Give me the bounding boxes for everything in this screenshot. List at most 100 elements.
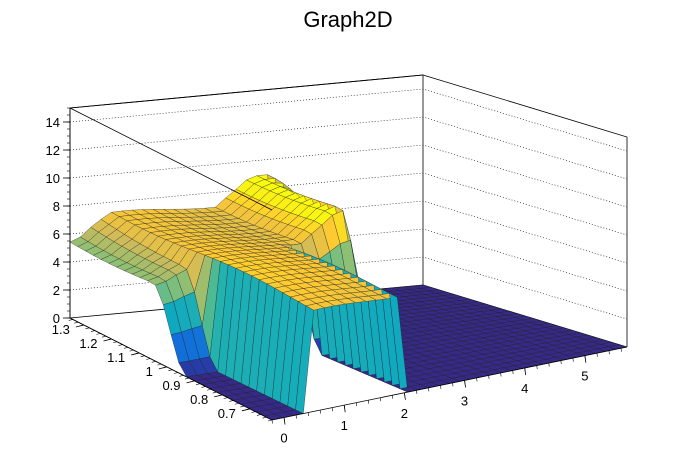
grid-line-z (69, 144, 628, 208)
y-minor-tick (101, 335, 107, 338)
y-minor-tick (140, 355, 145, 358)
x-minor-tick (608, 350, 610, 355)
x-minor-tick (548, 363, 550, 367)
x-tick-label: 3 (461, 393, 468, 408)
y-minor-tick (79, 324, 84, 327)
y-minor-tick (245, 408, 250, 411)
x-minor-tick (404, 392, 406, 397)
x-tick-label: 2 (401, 406, 408, 421)
x-minor-tick (367, 400, 370, 404)
x-minor-tick (271, 419, 273, 424)
x-minor-tick (380, 397, 382, 402)
y-minor-tick (256, 414, 262, 416)
y-minor-tick (96, 333, 101, 335)
z-tick-label: 10 (46, 171, 60, 186)
y-minor-tick (68, 319, 73, 321)
x-minor-tick (500, 372, 502, 377)
y-minor-tick (179, 374, 184, 377)
x-minor-tick (464, 380, 466, 384)
grid-line-z (69, 88, 628, 152)
y-tick-label: 0.7 (218, 406, 236, 421)
y-tick-label: 1 (146, 364, 153, 379)
x-minor-tick (355, 402, 358, 407)
x-tick-label: 4 (521, 381, 528, 396)
z-tick-label: 8 (53, 199, 60, 214)
y-minor-tick (157, 363, 162, 366)
z-tick-label: 14 (46, 115, 60, 130)
x-minor-tick (452, 382, 454, 387)
y-minor-tick (135, 352, 140, 355)
x-minor-tick (488, 375, 490, 380)
y-minor-tick (146, 358, 151, 360)
x-minor-tick (319, 410, 321, 414)
y-minor-tick (129, 349, 134, 352)
y-minor-tick (190, 380, 195, 383)
y-minor-tick (184, 377, 190, 380)
y-tick-label: 0.9 (162, 378, 180, 393)
y-minor-tick (218, 394, 223, 397)
top-left-edge (69, 107, 273, 211)
y-minor-tick (212, 391, 217, 394)
grid-line-z (69, 200, 628, 264)
y-minor-tick (240, 405, 245, 408)
grid-line-z (69, 172, 628, 236)
right-wall-frame (422, 74, 628, 347)
z-tick-label: 12 (46, 143, 60, 158)
x-minor-tick (416, 390, 418, 394)
x-minor-tick (307, 412, 309, 417)
x-minor-tick (584, 355, 586, 360)
y-minor-tick (223, 397, 228, 399)
y-minor-tick (112, 341, 118, 344)
chart-title: Graph2D (303, 7, 392, 32)
z-tick-label: 4 (53, 255, 60, 270)
y-minor-tick (162, 366, 167, 369)
y-minor-tick (85, 327, 90, 330)
grid-line-z (69, 228, 628, 292)
x-tick-label: 1 (341, 418, 348, 433)
top-back-edge (69, 74, 424, 109)
y-minor-tick (207, 388, 212, 391)
y-minor-tick (173, 372, 178, 374)
x-minor-tick (572, 358, 574, 362)
y-axis-line (69, 317, 273, 421)
x-minor-tick (428, 387, 430, 392)
y-tick-label: 0.8 (190, 392, 208, 407)
y-minor-tick (234, 402, 239, 405)
x-minor-tick (620, 348, 622, 352)
grid-line-z (69, 256, 628, 320)
x-minor-tick (392, 395, 394, 399)
top-front-edge (272, 137, 627, 210)
y-minor-tick (251, 411, 256, 413)
y-minor-tick (229, 400, 234, 402)
x-tick-label: 0 (280, 431, 287, 446)
y-minor-tick (168, 369, 173, 371)
z-tick-label: 2 (53, 283, 60, 298)
x-minor-tick (524, 367, 526, 372)
y-minor-tick (262, 416, 267, 419)
y-tick-label: 1.2 (79, 336, 97, 351)
x-minor-tick (440, 385, 442, 389)
y-tick-label: 1.3 (52, 322, 70, 337)
x-minor-tick (343, 405, 346, 409)
y-minor-tick (195, 383, 201, 385)
y-minor-tick (107, 338, 112, 341)
x-minor-tick (596, 353, 598, 357)
x-minor-tick (283, 417, 285, 422)
x-minor-tick (476, 377, 478, 382)
y-minor-tick (151, 361, 156, 363)
y-tick-label: 1.1 (107, 350, 125, 365)
grid-line-z (69, 116, 628, 180)
y-minor-tick (267, 419, 273, 422)
y-minor-tick (201, 386, 206, 388)
y-minor-tick (90, 330, 95, 332)
y-minor-tick (124, 347, 129, 349)
x-minor-tick (512, 370, 514, 375)
z-tick-label: 0 (53, 311, 60, 326)
surface-plot (69, 174, 628, 421)
x-minor-tick (331, 407, 333, 412)
x-minor-tick (295, 415, 297, 419)
y-minor-tick (118, 344, 123, 346)
x-tick-label: 5 (581, 369, 588, 384)
